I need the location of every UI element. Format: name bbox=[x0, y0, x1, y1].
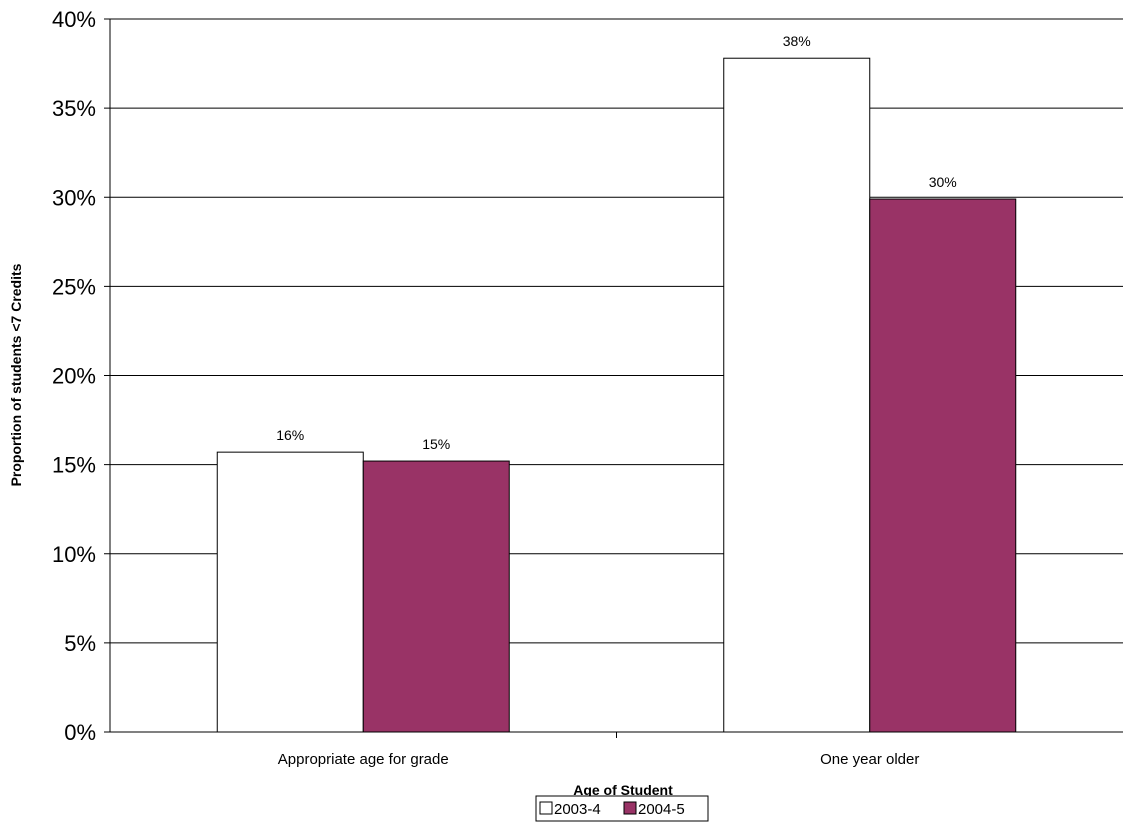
data-label: 16% bbox=[276, 427, 304, 443]
legend-label: 2004-5 bbox=[638, 801, 685, 818]
y-tick-label: 10% bbox=[52, 542, 96, 567]
bar-2004-5-0 bbox=[362, 460, 510, 733]
bars bbox=[216, 57, 1017, 733]
data-label: 15% bbox=[422, 436, 450, 452]
category-labels: Appropriate age for grade One year older bbox=[278, 751, 920, 768]
legend-swatch bbox=[623, 801, 637, 815]
legend-box bbox=[535, 795, 709, 822]
y-tick-label: 35% bbox=[52, 96, 96, 121]
y-tick-label: 15% bbox=[52, 453, 96, 478]
y-tick-labels: 0% 5% 10% 15% 20% 25% 30% 35% 40% bbox=[52, 7, 96, 745]
category-label: Appropriate age for grade bbox=[278, 751, 449, 768]
y-tick-label: 25% bbox=[52, 274, 96, 299]
y-tick-label: 0% bbox=[64, 720, 96, 745]
x-axis-title: Age of Student bbox=[573, 782, 673, 798]
legend: 2003-4 2004-5 bbox=[535, 795, 709, 822]
bar-2003-4-1 bbox=[723, 57, 871, 733]
data-label: 30% bbox=[929, 174, 957, 190]
data-labels: 16% 15% 38% 30% bbox=[276, 33, 957, 452]
y-axis-title: Proportion of students <7 Credits bbox=[8, 263, 24, 486]
bar-2004-5-1 bbox=[869, 198, 1017, 733]
y-tick-label: 40% bbox=[52, 7, 96, 32]
category-label: One year older bbox=[820, 751, 919, 768]
y-tick-label: 5% bbox=[64, 631, 96, 656]
y-tick-label: 30% bbox=[52, 185, 96, 210]
legend-swatch bbox=[539, 801, 553, 815]
legend-label: 2003-4 bbox=[554, 801, 601, 818]
data-label: 38% bbox=[783, 33, 811, 49]
y-tick-label: 20% bbox=[52, 364, 96, 389]
bar-2003-4-0 bbox=[216, 451, 364, 733]
axes bbox=[104, 18, 1123, 738]
